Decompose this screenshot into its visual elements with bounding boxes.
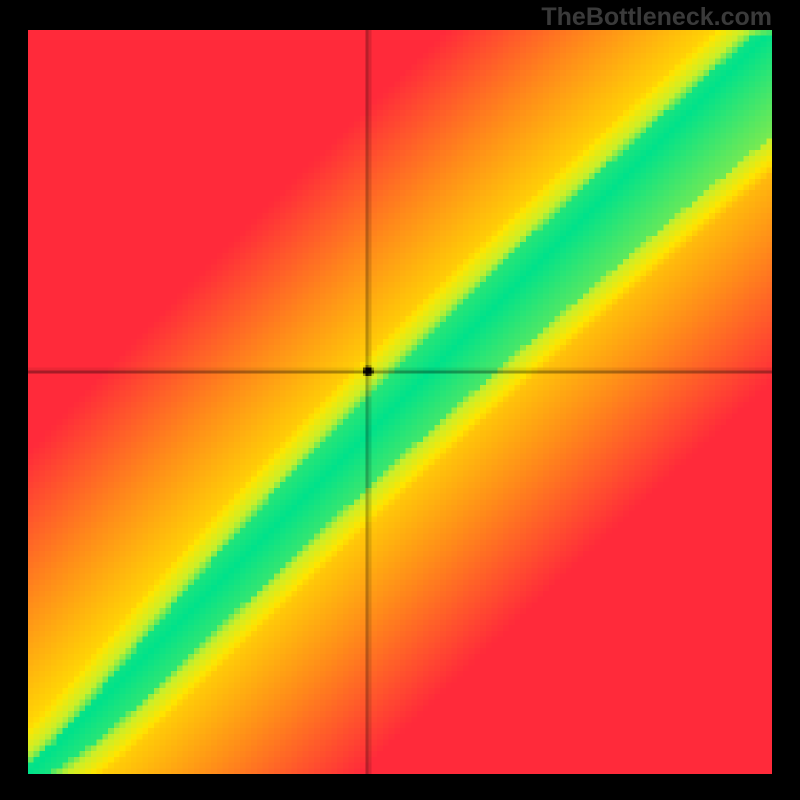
chart-container: TheBottleneck.com	[0, 0, 800, 800]
bottleneck-heatmap	[28, 30, 772, 774]
watermark-text: TheBottleneck.com	[541, 3, 772, 32]
